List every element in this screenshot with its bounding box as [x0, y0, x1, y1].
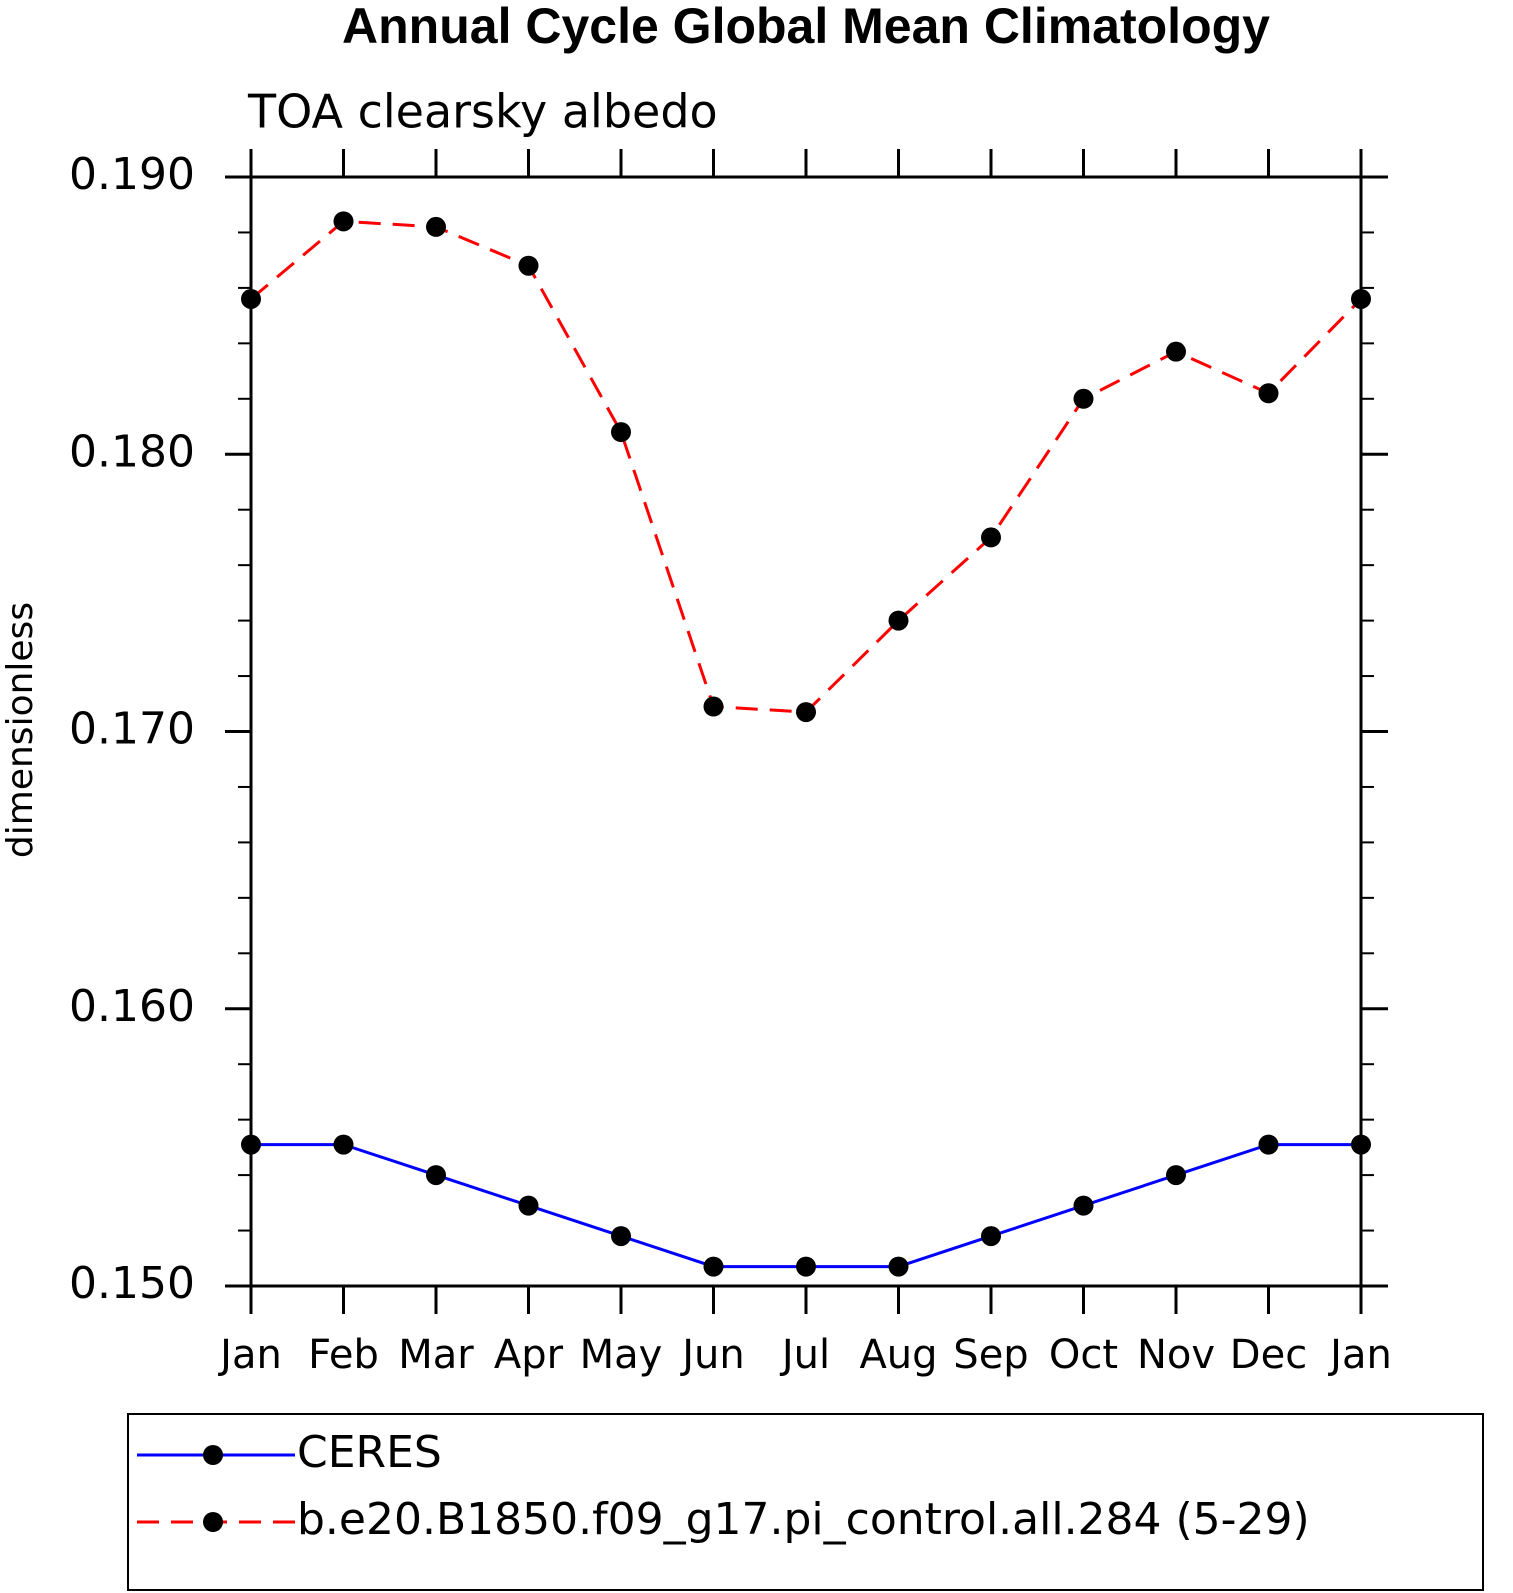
legend-box: [127, 1413, 1484, 1591]
marker: [518, 255, 539, 276]
marker: [703, 1256, 724, 1277]
x-tick-label: May: [580, 1332, 663, 1378]
marker: [611, 422, 631, 443]
series-line: [250, 219, 1363, 714]
x-tick-label: Oct: [1049, 1332, 1118, 1378]
marker: [981, 1226, 1001, 1247]
x-tick-label: Jan: [217, 1332, 282, 1378]
marker: [1166, 341, 1186, 362]
x-tick-label: Jun: [679, 1332, 745, 1378]
marker: [1073, 1195, 1094, 1216]
series-line: [251, 1143, 1361, 1269]
legend-marker: [203, 1512, 223, 1532]
marker: [1351, 288, 1371, 309]
chart-title: Annual Cycle Global Mean Climatology: [342, 0, 1270, 54]
marker: [888, 610, 909, 631]
x-tick-label: Jul: [779, 1332, 830, 1378]
marker: [426, 1165, 446, 1186]
x-tick-label: Nov: [1137, 1332, 1215, 1378]
marker: [1258, 1134, 1279, 1155]
x-tick-label: Dec: [1230, 1332, 1307, 1378]
marker: [333, 1134, 354, 1155]
y-tick-label: 0.190: [69, 149, 195, 200]
x-tick-label: Mar: [398, 1332, 474, 1378]
marker: [888, 1256, 909, 1277]
legend-label: b.e20.B1850.f09_g17.pi_control.all.284 (…: [297, 1494, 1310, 1545]
marker: [796, 702, 816, 723]
y-tick-label: 0.170: [69, 704, 195, 755]
marker: [241, 1134, 261, 1155]
marker: [518, 1195, 539, 1216]
x-tick-label: Jan: [1327, 1332, 1392, 1378]
plot-frame: [249, 175, 1363, 1288]
chart-subtitle: TOA clearsky albedo: [247, 85, 718, 139]
marker: [611, 1226, 631, 1247]
legend-label: CERES: [297, 1427, 442, 1478]
x-tick-label: Apr: [494, 1332, 564, 1378]
marker: [1073, 388, 1094, 409]
y-axis-label: dimensionless: [0, 602, 41, 858]
marker: [1351, 1134, 1371, 1155]
marker: [1166, 1165, 1186, 1186]
y-tick-label: 0.160: [69, 981, 195, 1032]
y-tick-label: 0.150: [69, 1258, 195, 1309]
marker: [1258, 383, 1279, 404]
x-tick-label: Aug: [859, 1332, 937, 1378]
legend-marker: [203, 1445, 223, 1465]
marker: [241, 288, 261, 309]
marker: [333, 211, 354, 232]
x-tick-label: Feb: [308, 1332, 379, 1378]
marker: [981, 527, 1001, 548]
y-tick-label: 0.180: [69, 426, 195, 477]
x-tick-label: Sep: [953, 1332, 1028, 1378]
marker: [703, 696, 724, 717]
marker: [796, 1256, 816, 1277]
marker: [426, 216, 446, 237]
